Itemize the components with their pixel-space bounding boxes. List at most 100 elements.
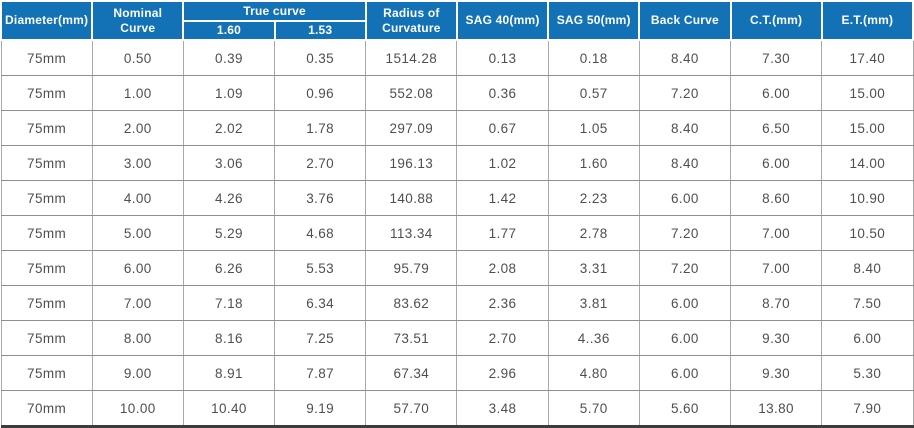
table-row: 75mm 7.00 7.18 6.34 83.62 2.36 3.81 6.00 8.70 7.5… [0, 285, 914, 321]
table-cell: 5.29 [182, 215, 276, 251]
table-cell: 6.00 [638, 285, 732, 321]
table-cell: 7.90 [821, 390, 914, 427]
table-row: 75mm 8.00 8.16 7.25 73.51 2.70 4..36 6.00 9.30 6.… [0, 320, 914, 356]
table-cell: 6.00 [638, 180, 732, 216]
table-cell: 9.30 [729, 320, 823, 356]
table-cell: 83.62 [365, 285, 458, 321]
table-cell: 75mm [0, 75, 93, 111]
table-cell: 1.60 [547, 145, 640, 181]
table-cell: 95.79 [365, 250, 458, 286]
table-cell: 1.09 [182, 75, 276, 111]
table-cell: 6.00 [821, 320, 914, 356]
table-cell: 113.34 [365, 215, 458, 251]
table-cell: 1.05 [547, 110, 640, 146]
table-cell: 2.70 [274, 145, 367, 181]
table-cell: 0.50 [91, 39, 184, 76]
table-cell: 15.00 [821, 75, 914, 111]
table-cell: 5.70 [547, 390, 640, 427]
header-et: E.T.(mm) [820, 0, 914, 41]
table-cell: 0.67 [456, 110, 549, 146]
table-cell: 6.26 [182, 250, 276, 286]
table-cell: 0.13 [456, 39, 549, 76]
table-cell: 1.42 [456, 180, 549, 216]
table-cell: 0.35 [274, 39, 367, 76]
header-true-curve-1-53: 1.53 [273, 20, 367, 41]
table-row: 75mm 6.00 6.26 5.53 95.79 2.08 3.31 7.20 7.00 8.4… [0, 250, 914, 286]
header-back-curve: Back Curve [638, 0, 732, 41]
table-cell: 75mm [0, 145, 93, 181]
table-cell: 9.19 [274, 390, 367, 427]
table-cell: 3.06 [182, 145, 276, 181]
table-cell: 3.31 [547, 250, 640, 286]
table-cell: 140.88 [365, 180, 458, 216]
table-cell: 3.48 [456, 390, 549, 427]
header-radius-of-curvature: Radius of Curvature [364, 0, 458, 41]
table-cell: 5.60 [638, 390, 732, 427]
table-cell: 7.87 [274, 355, 367, 391]
table-cell: 8.40 [638, 145, 732, 181]
table-cell: 1514.28 [365, 39, 458, 76]
table-cell: 7.50 [821, 285, 914, 321]
table-cell: 0.36 [456, 75, 549, 111]
table-cell: 9.00 [91, 355, 184, 391]
table-cell: 7.20 [638, 215, 732, 251]
table-cell: 7.20 [638, 75, 732, 111]
table-cell: 1.78 [274, 110, 367, 146]
table-cell: 2.70 [456, 320, 549, 356]
table-cell: 4.68 [274, 215, 367, 251]
table-cell: 7.30 [729, 39, 823, 76]
table-cell: 10.40 [182, 390, 276, 427]
table-cell: 4.00 [91, 180, 184, 216]
table-cell: 75mm [0, 285, 93, 321]
header-diameter: Diameter(mm) [0, 0, 94, 41]
table-cell: 7.18 [182, 285, 276, 321]
table-cell: 57.70 [365, 390, 458, 427]
table-cell: 2.02 [182, 110, 276, 146]
table-row: 75mm 0.50 0.39 0.35 1514.28 0.13 0.18 8.40 7.30 1… [0, 39, 914, 76]
table-cell: 8.40 [821, 250, 914, 286]
table-cell: 6.00 [638, 355, 732, 391]
table-cell: 1.02 [456, 145, 549, 181]
header-ct: C.T.(mm) [729, 0, 823, 41]
table-cell: 17.40 [821, 39, 914, 76]
table-cell: 75mm [0, 250, 93, 286]
table-cell: 1.00 [91, 75, 184, 111]
table-cell: 0.96 [274, 75, 367, 111]
table-cell: 75mm [0, 39, 93, 76]
table-cell: 7.00 [729, 250, 823, 286]
table-cell: 8.40 [638, 110, 732, 146]
table-cell: 9.30 [729, 355, 823, 391]
table-cell: 13.80 [729, 390, 823, 427]
header-sag-40: SAG 40(mm) [455, 0, 550, 41]
table-row: 75mm 1.00 1.09 0.96 552.08 0.36 0.57 7.20 6.00 15… [0, 75, 914, 111]
table-cell: 7.20 [638, 250, 732, 286]
table-cell: 6.00 [638, 320, 732, 356]
table-cell: 3.81 [547, 285, 640, 321]
table-cell: 8.40 [638, 39, 732, 76]
table-cell: 73.51 [365, 320, 458, 356]
table-cell: 8.70 [729, 285, 823, 321]
table-cell: 4..36 [547, 320, 640, 356]
table-cell: 8.00 [91, 320, 184, 356]
table-cell: 7.25 [274, 320, 367, 356]
table-cell: 75mm [0, 320, 93, 356]
table-cell: 67.34 [365, 355, 458, 391]
table-cell: 4.80 [547, 355, 640, 391]
table-cell: 75mm [0, 355, 93, 391]
header-sag-50: SAG 50(mm) [547, 0, 641, 41]
table-cell: 5.00 [91, 215, 184, 251]
header-nominal-curve: Nominal Curve [91, 0, 185, 41]
table-cell: 3.00 [91, 145, 184, 181]
table-cell: 75mm [0, 180, 93, 216]
header-true-curve: True curve [182, 0, 367, 22]
table-cell: 6.00 [729, 75, 823, 111]
table-cell: 8.16 [182, 320, 276, 356]
table-row: 75mm 4.00 4.26 3.76 140.88 1.42 2.23 6.00 8.60 10… [0, 180, 914, 216]
table-cell: 14.00 [821, 145, 914, 181]
table-cell: 75mm [0, 110, 93, 146]
table-cell: 7.00 [91, 285, 184, 321]
table-cell: 5.53 [274, 250, 367, 286]
table-cell: 3.76 [274, 180, 367, 216]
table-cell: 1.77 [456, 215, 549, 251]
table-cell: 552.08 [365, 75, 458, 111]
